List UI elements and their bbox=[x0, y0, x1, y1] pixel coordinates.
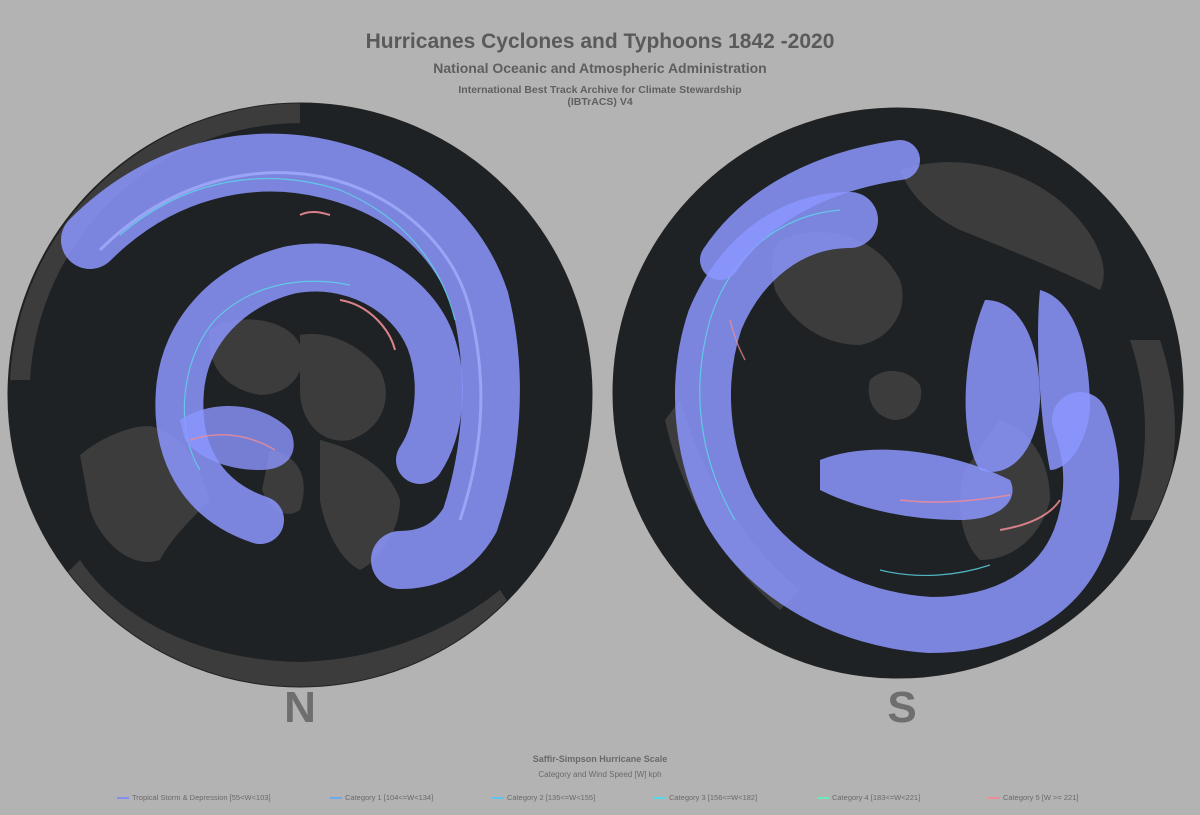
north-hemisphere-globe bbox=[7, 102, 593, 688]
south-hemisphere-label: S bbox=[887, 683, 917, 732]
legend-swatch-category-1 bbox=[330, 796, 342, 799]
legend-label: Category 1 [104<=W<134] bbox=[345, 793, 434, 802]
source-line-1: International Best Track Archive for Cli… bbox=[458, 84, 742, 96]
legend-subtitle: Category and Wind Speed [W] kph bbox=[538, 770, 662, 779]
source-text: International Best Track Archive for Cli… bbox=[0, 84, 1200, 108]
legend-label: Tropical Storm & Depression [55<W<103] bbox=[132, 793, 271, 802]
legend-swatch-category-2 bbox=[492, 796, 504, 799]
legend-label: Category 2 [135<=W<155] bbox=[507, 793, 596, 802]
map-title: Hurricanes Cyclones and Typhoons 1842 -2… bbox=[365, 30, 835, 53]
legend-label: Category 3 [156<=W<182] bbox=[669, 793, 758, 802]
legend-swatch-tropical-storm bbox=[117, 796, 129, 799]
legend-title: Saffir-Simpson Hurricane Scale bbox=[532, 754, 668, 764]
legend-item-category-5: Category 5 [W >= 221] bbox=[988, 793, 1078, 802]
legend-item-category-4: Category 4 [183<=W<221] bbox=[817, 793, 920, 802]
legend-label: Category 4 [183<=W<221] bbox=[832, 793, 921, 802]
legend-swatch-category-3 bbox=[654, 796, 666, 799]
north-storm-tracks bbox=[61, 133, 520, 589]
legend-item-tropical-storm: Tropical Storm & Depression [55<W<103] bbox=[117, 793, 271, 802]
north-hemisphere-label: N bbox=[284, 683, 316, 732]
south-hemisphere-globe bbox=[612, 107, 1184, 679]
legend-item-category-2: Category 2 [135<=W<155] bbox=[492, 793, 595, 802]
legend-swatch-category-4 bbox=[817, 796, 829, 799]
legend-label: Category 5 [W >= 221] bbox=[1003, 793, 1079, 802]
legend-item-category-1: Category 1 [104<=W<134] bbox=[330, 793, 433, 802]
south-storm-tracks bbox=[675, 140, 1120, 654]
source-line-2: (IBTrACS) V4 bbox=[567, 96, 633, 108]
legend-item-category-3: Category 3 [156<=W<182] bbox=[654, 793, 757, 802]
map-subtitle: National Oceanic and Atmospheric Adminis… bbox=[433, 60, 767, 76]
legend-swatch-category-5 bbox=[988, 796, 1000, 799]
